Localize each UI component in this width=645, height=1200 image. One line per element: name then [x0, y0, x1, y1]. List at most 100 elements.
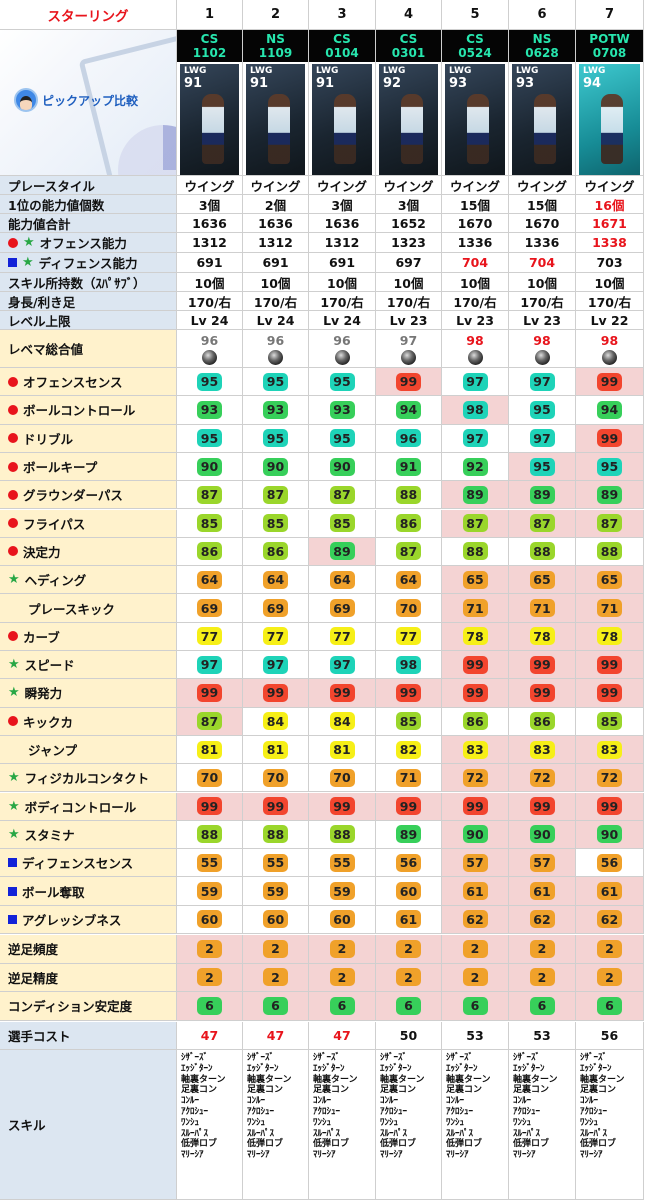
stat-value-cell: 77	[309, 622, 376, 651]
stat-pill: 90	[197, 457, 222, 476]
green-star-icon: ★	[8, 826, 20, 842]
stat-pill: 95	[197, 429, 222, 448]
stat-pill: 98	[462, 400, 488, 419]
card-rating: 93	[449, 76, 468, 91]
stat-pill: 99	[597, 429, 622, 448]
info-label-cell: レベル上限	[0, 311, 177, 330]
stat-pill: 99	[197, 797, 222, 816]
green-star-icon: ★	[8, 770, 20, 786]
cond-label: 逆足頻度	[8, 942, 59, 958]
cond-value-cell: 2	[177, 963, 243, 992]
stat-value-cell: 78	[509, 622, 576, 651]
stat-pill: 87	[462, 514, 488, 533]
cond-value-cell: 2	[442, 963, 509, 992]
info-label-cell: 身長/利き足	[0, 292, 177, 311]
stat-pill: 70	[197, 768, 222, 787]
stat-value-cell: 77	[177, 622, 243, 651]
stat-value-cell: 55	[309, 849, 376, 878]
stat-pill: 64	[263, 570, 288, 589]
cond-value-cell: 2	[243, 935, 309, 964]
info-value: 15個	[527, 197, 557, 213]
leve-value: 96	[200, 332, 219, 348]
stat-value-cell: 97	[309, 651, 376, 680]
stat-pill: 64	[329, 570, 355, 589]
level-coin-icon	[602, 349, 617, 365]
info-value-cell: 691	[309, 253, 376, 273]
stat-value-cell: 61	[376, 905, 442, 934]
info-value: 10個	[460, 275, 490, 291]
stat-value-cell: 88	[509, 537, 576, 567]
stat-pill: 71	[597, 599, 622, 618]
info-value-cell: ウイング	[309, 176, 376, 195]
stat-value-cell: 87	[177, 707, 243, 736]
stat-pill: 88	[529, 542, 555, 561]
info-value: ウイング	[584, 178, 635, 194]
stat-pill: 89	[597, 485, 622, 504]
card-date: 1109	[258, 46, 293, 60]
stat-label: ドリブル	[23, 431, 74, 447]
stat-pill: 84	[263, 712, 288, 731]
stat-value-cell: 85	[309, 509, 376, 538]
stat-pill: 99	[529, 655, 555, 674]
stat-value-cell: 85	[177, 509, 243, 538]
info-value-cell: 10個	[177, 273, 243, 292]
cost-value: 47	[200, 1028, 219, 1043]
stat-pill: 90	[597, 825, 622, 844]
stat-label-cell: ディフェンスセンス	[0, 849, 177, 878]
stat-pill: 86	[263, 542, 288, 561]
stat-value-cell: 88	[177, 820, 243, 850]
stat-value-cell: 95	[509, 452, 576, 482]
stat-pill: 85	[197, 514, 222, 533]
card-tag: POTW	[589, 32, 630, 46]
info-value: 1336	[524, 235, 560, 250]
stat-value-cell: 93	[177, 396, 243, 425]
info-value: 1338	[592, 235, 627, 250]
info-value: Lv 23	[456, 312, 494, 328]
stat-value-cell: 59	[309, 877, 376, 906]
stat-pill: 61	[396, 910, 421, 929]
card-header: CS 0104	[309, 30, 375, 62]
stat-pill: 92	[462, 457, 488, 476]
blue-square-icon	[8, 886, 17, 896]
stat-pill: 99	[462, 797, 488, 816]
stat-pill: 99	[263, 797, 288, 816]
stat-label-cell: ★ スタミナ	[0, 820, 177, 850]
stat-value-cell: 92	[442, 452, 509, 482]
player-card: NS0628LWG93ｽﾀｰﾘﾝｸﾞ	[509, 30, 576, 176]
cond-value-cell: 2	[243, 963, 309, 992]
card-position: LWG	[184, 66, 207, 76]
stat-value-cell: 97	[243, 651, 309, 680]
info-value-cell: ウイング	[509, 176, 576, 195]
info-value-cell: 15個	[509, 195, 576, 214]
info-value: 691	[196, 255, 223, 270]
info-value: 170/右	[253, 294, 298, 310]
level-coin-icon	[467, 349, 483, 365]
card-position: LWG	[250, 66, 273, 76]
stat-pill: 56	[597, 853, 622, 872]
info-value-cell: 1336	[442, 233, 509, 253]
stat-pill: 89	[462, 485, 488, 504]
stat-pill: 2	[396, 939, 421, 958]
stat-label-cell: ★ スピード	[0, 651, 177, 680]
stat-label: ボールコントロール	[23, 403, 136, 419]
skill-value-cell: ｼｻﾞｰｽﾞ ｴｯｼﾞﾀｰﾝ 軸裏ターン 足裏コン ｺﾝﾙｰ ｱｸﾛｼｭｰ ﾜﾝ…	[509, 1050, 576, 1200]
stat-pill: 99	[597, 372, 622, 391]
skill-label: スキル	[8, 1118, 46, 1133]
level-coin-icon	[334, 349, 350, 365]
leve-label-cell: レベマ総合値	[0, 330, 177, 368]
info-value-cell: 170/右	[442, 292, 509, 311]
stat-pill: 94	[396, 400, 421, 419]
info-value-cell: ウイング	[442, 176, 509, 195]
info-value: 1670	[457, 215, 493, 231]
stat-pill: 87	[197, 485, 222, 504]
stat-value-cell: 85	[243, 509, 309, 538]
stat-pill: 2	[462, 939, 488, 958]
stat-pill: 61	[597, 882, 622, 901]
stat-pill: 86	[396, 514, 421, 533]
stat-value-cell: 60	[177, 905, 243, 934]
stat-value-cell: 62	[442, 905, 509, 934]
stat-pill: 77	[197, 627, 222, 646]
stat-label-cell: フライパス	[0, 509, 177, 538]
stat-value-cell: 71	[442, 594, 509, 623]
card-rating: 93	[516, 76, 535, 91]
